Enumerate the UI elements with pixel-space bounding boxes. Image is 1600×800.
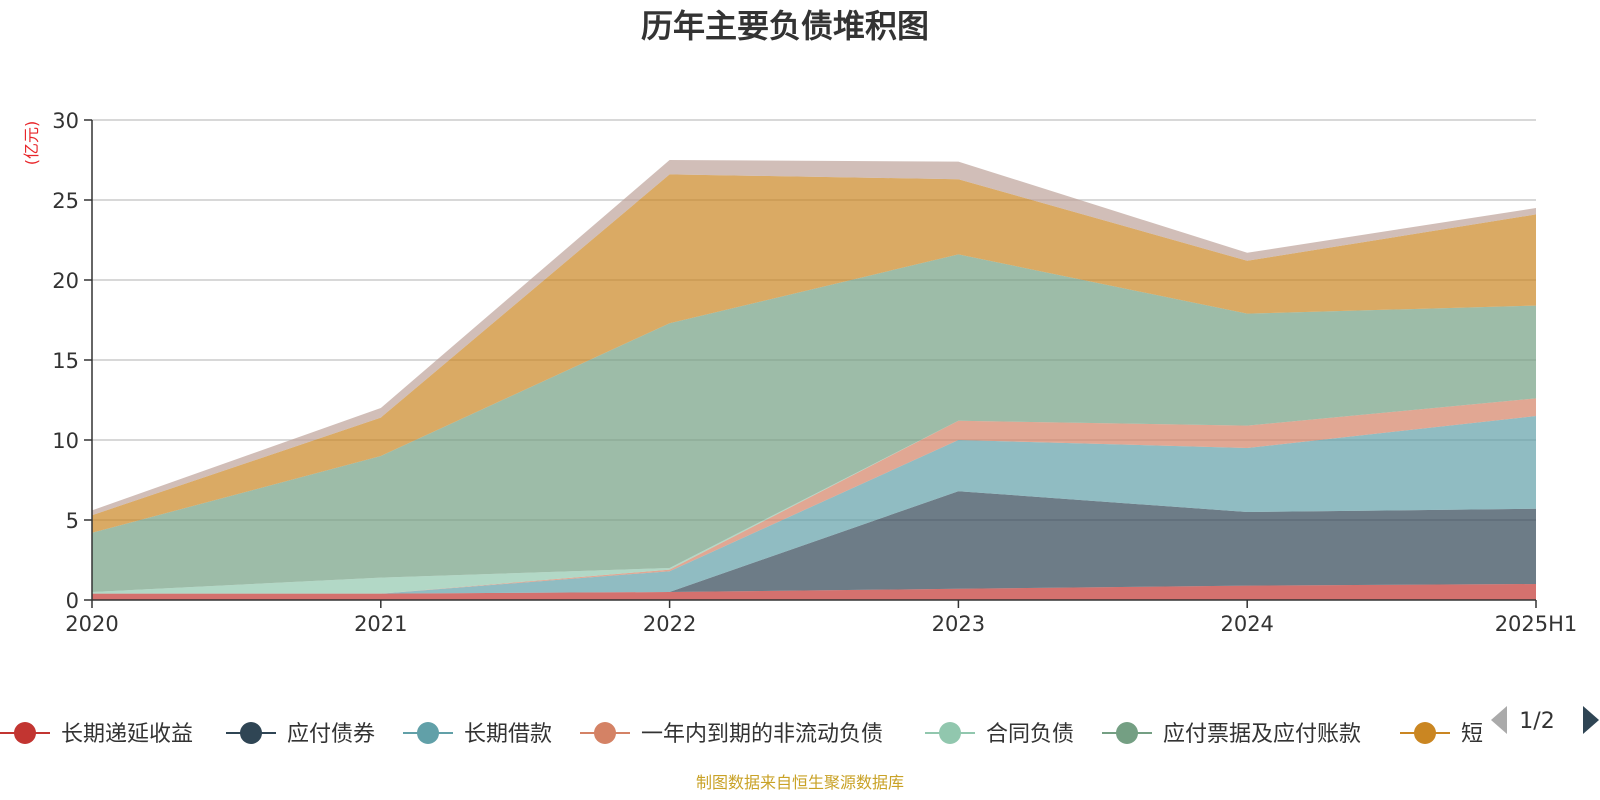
prev-page-arrow-icon[interactable] [1491,706,1507,734]
axes: 0 5 10 15 20 25 30 2020 2021 2022 2023 2024 2025H1 [52,109,1577,636]
legend-label: 合同负债 [986,722,1074,747]
y-tick-label: 15 [52,349,79,373]
legend[interactable]: 长期递延收益 应付债券 长期借款 一年内到期的非流动负债 合同负债 应付票据及应付账款 短 [0,722,1483,747]
x-tick-label: 2024 [1220,612,1273,636]
x-tick-label: 2025H1 [1495,612,1578,636]
legend-page-indicator: 1/2 [1519,709,1554,734]
x-tick-label: 2021 [354,612,407,636]
x-tick-label: 2020 [65,612,118,636]
stacked-areas [92,160,1536,600]
y-tick-label: 10 [52,429,79,453]
legend-label: 应付票据及应付账款 [1163,722,1361,747]
legend-item-3[interactable]: 一年内到期的非流动负债 [580,722,883,747]
next-page-arrow-icon[interactable] [1583,706,1599,734]
legend-item-2[interactable]: 长期借款 [403,722,552,747]
area-series-1 [92,491,1536,594]
y-tick-label: 5 [66,509,79,533]
y-tick-label: 20 [52,269,79,293]
legend-marker [240,722,262,744]
area-series-3 [92,398,1536,594]
area-series-6 [92,174,1536,533]
legend-marker [14,722,36,744]
area-series-5 [92,254,1536,592]
legend-item-0[interactable]: 长期递延收益 [0,722,193,747]
legend-marker [939,722,961,744]
legend-marker [1116,722,1138,744]
legend-item-1[interactable]: 应付债券 [226,722,375,747]
y-unit-label: (亿元) [22,121,41,166]
legend-label: 长期借款 [464,722,552,747]
legend-marker [1414,722,1436,744]
y-tick-label: 30 [52,109,79,133]
chart-title: 历年主要负债堆积图 [641,7,929,45]
legend-item-4[interactable]: 合同负债 [925,722,1074,747]
legend-label: 长期递延收益 [61,722,193,747]
legend-label: 短 [1461,722,1483,747]
legend-item-6[interactable]: 短 [1400,722,1483,747]
legend-label: 一年内到期的非流动负债 [641,722,883,747]
legend-pager: 1/2 [1491,706,1599,734]
data-source-note: 制图数据来自恒生聚源数据库 [696,773,904,792]
y-tick-label: 0 [66,589,79,613]
legend-marker [594,722,616,744]
x-tick-label: 2023 [932,612,985,636]
y-tick-label: 25 [52,189,79,213]
legend-item-5[interactable]: 应付票据及应付账款 [1102,722,1361,747]
legend-label: 应付债券 [287,722,375,747]
x-tick-label: 2022 [643,612,696,636]
area-series-0 [92,584,1536,600]
area-series-2 [92,416,1536,594]
legend-marker [417,722,439,744]
